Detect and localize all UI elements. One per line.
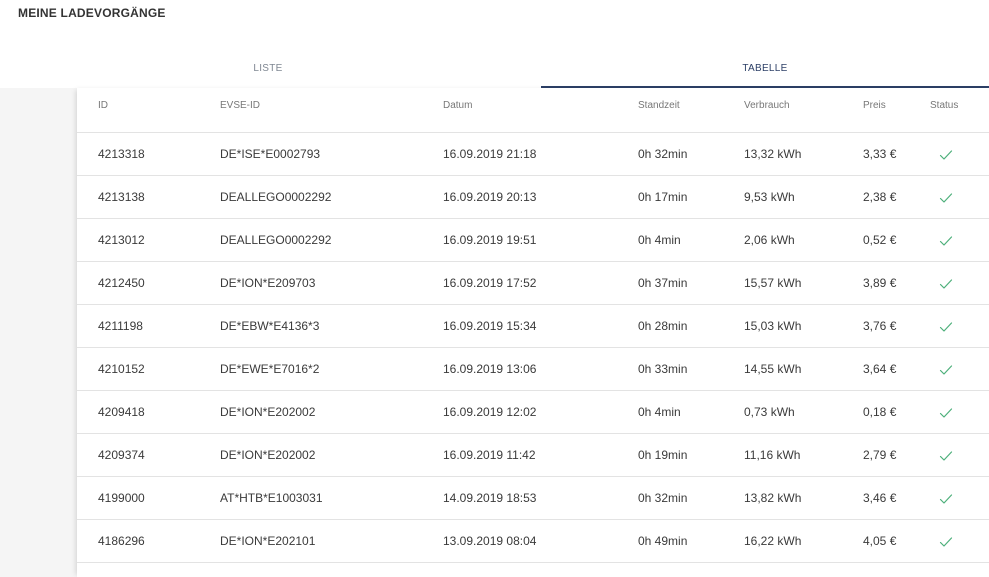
table-row[interactable]: 4213138 DEALLEGO0002292 16.09.2019 20:13 0h… <box>77 176 989 219</box>
cell-standzeit: 0h 49min <box>638 534 688 548</box>
table-row[interactable]: 4186296 DE*ION*E202101 13.09.2019 08:04 0h … <box>77 520 989 563</box>
cell-verbrauch: 2,06 kWh <box>744 233 795 247</box>
cell-datum: 16.09.2019 17:52 <box>443 276 537 290</box>
cell-id: 4209374 <box>98 448 145 462</box>
tab-liste[interactable]: LISTE <box>253 63 283 74</box>
cell-preis: 0,18 € <box>863 405 897 419</box>
cell-datum: 16.09.2019 11:42 <box>443 448 536 462</box>
cell-evse-id: DE*EWE*E7016*2 <box>220 362 320 376</box>
cell-datum: 16.09.2019 20:13 <box>443 190 537 204</box>
cell-verbrauch: 15,57 kWh <box>744 276 802 290</box>
check-icon <box>939 236 953 246</box>
cell-id: 4213012 <box>98 233 145 247</box>
cell-evse-id: AT*HTB*E1003031 <box>220 491 323 505</box>
cell-standzeit: 0h 33min <box>638 362 688 376</box>
cell-evse-id: DE*ION*E202101 <box>220 534 316 548</box>
cell-id: 4210152 <box>98 362 145 376</box>
sessions-table: ID EVSE-ID Datum Standzeit Verbrauch Pre… <box>77 88 989 577</box>
cell-evse-id: DE*ION*E202002 <box>220 405 316 419</box>
table-row[interactable]: 4211198 DE*EBW*E4136*3 16.09.2019 15:34 0h … <box>77 305 989 348</box>
cell-datum: 16.09.2019 12:02 <box>443 405 537 419</box>
cell-datum: 14.09.2019 18:53 <box>443 491 537 505</box>
cell-standzeit: 0h 17min <box>638 190 688 204</box>
table-row[interactable]: 4209418 DE*ION*E202002 16.09.2019 12:02 0h … <box>77 391 989 434</box>
cell-verbrauch: 15,03 kWh <box>744 319 802 333</box>
table-row[interactable]: 4210152 DE*EWE*E7016*2 16.09.2019 13:06 0h … <box>77 348 989 391</box>
cell-id: 4213318 <box>98 147 145 161</box>
column-header-preis[interactable]: Preis <box>863 100 886 111</box>
check-icon <box>939 322 953 332</box>
column-header-standzeit[interactable]: Standzeit <box>638 100 680 111</box>
cell-verbrauch: 16,22 kWh <box>744 534 802 548</box>
table-row[interactable]: 4213012 DEALLEGO0002292 16.09.2019 19:51 0h… <box>77 219 989 262</box>
cell-evse-id: DE*EBW*E4136*3 <box>220 319 320 333</box>
cell-verbrauch: 14,55 kWh <box>744 362 802 376</box>
left-gutter <box>0 88 77 577</box>
cell-datum: 16.09.2019 21:18 <box>443 147 537 161</box>
cell-id: 4186296 <box>98 534 145 548</box>
cell-datum: 16.09.2019 13:06 <box>443 362 537 376</box>
table-row[interactable]: 4212450 DE*ION*E209703 16.09.2019 17:52 0h … <box>77 262 989 305</box>
check-icon <box>939 408 953 418</box>
cell-datum: 13.09.2019 08:04 <box>443 534 537 548</box>
check-icon <box>939 365 953 375</box>
cell-evse-id: DEALLEGO0002292 <box>220 190 332 204</box>
view-tabs: LISTE TABELLE <box>0 52 989 89</box>
cell-standzeit: 0h 32min <box>638 491 688 505</box>
cell-standzeit: 0h 4min <box>638 405 681 419</box>
cell-verbrauch: 0,73 kWh <box>744 405 795 419</box>
cell-preis: 3,76 € <box>863 319 897 333</box>
cell-preis: 3,89 € <box>863 276 897 290</box>
cell-verbrauch: 13,32 kWh <box>744 147 802 161</box>
page-title: MEINE LADEVORGÄNGE <box>18 6 166 20</box>
cell-evse-id: DE*ISE*E0002793 <box>220 147 321 161</box>
cell-evse-id: DE*ION*E209703 <box>220 276 316 290</box>
cell-id: 4212450 <box>98 276 145 290</box>
cell-datum: 16.09.2019 15:34 <box>443 319 537 333</box>
column-header-id[interactable]: ID <box>98 100 108 111</box>
cell-standzeit: 0h 32min <box>638 147 688 161</box>
tab-tabelle[interactable]: TABELLE <box>541 52 989 88</box>
column-header-datum[interactable]: Datum <box>443 100 473 111</box>
cell-preis: 2,79 € <box>863 448 897 462</box>
table-body: 4213318 DE*ISE*E0002793 16.09.2019 21:18 0h… <box>77 133 989 563</box>
cell-preis: 3,46 € <box>863 491 897 505</box>
cell-id: 4213138 <box>98 190 145 204</box>
cell-preis: 3,64 € <box>863 362 897 376</box>
cell-preis: 3,33 € <box>863 147 897 161</box>
cell-standzeit: 0h 28min <box>638 319 688 333</box>
cell-datum: 16.09.2019 19:51 <box>443 233 537 247</box>
cell-verbrauch: 9,53 kWh <box>744 190 795 204</box>
check-icon <box>939 494 953 504</box>
table-row[interactable]: 4213318 DE*ISE*E0002793 16.09.2019 21:18 0h… <box>77 133 989 176</box>
check-icon <box>939 279 953 289</box>
cell-standzeit: 0h 4min <box>638 233 681 247</box>
cell-preis: 4,05 € <box>863 534 897 548</box>
cell-preis: 0,52 € <box>863 233 897 247</box>
cell-evse-id: DEALLEGO0002292 <box>220 233 332 247</box>
check-icon <box>939 150 953 160</box>
table-row[interactable]: 4209374 DE*ION*E202002 16.09.2019 11:42 0h … <box>77 434 989 477</box>
check-icon <box>939 537 953 547</box>
table-header: ID EVSE-ID Datum Standzeit Verbrauch Pre… <box>77 88 989 133</box>
column-header-status[interactable]: Status <box>930 100 959 111</box>
cell-id: 4209418 <box>98 405 145 419</box>
cell-id: 4199000 <box>98 491 145 505</box>
table-row[interactable]: 4199000 AT*HTB*E1003031 14.09.2019 18:53 0h… <box>77 477 989 520</box>
cell-verbrauch: 11,16 kWh <box>744 448 801 462</box>
cell-evse-id: DE*ION*E202002 <box>220 448 316 462</box>
check-icon <box>939 193 953 203</box>
cell-id: 4211198 <box>98 319 143 333</box>
column-header-verbrauch[interactable]: Verbrauch <box>744 100 790 111</box>
cell-preis: 2,38 € <box>863 190 897 204</box>
cell-verbrauch: 13,82 kWh <box>744 491 802 505</box>
cell-standzeit: 0h 19min <box>638 448 688 462</box>
cell-standzeit: 0h 37min <box>638 276 688 290</box>
column-header-evse-id[interactable]: EVSE-ID <box>220 100 261 111</box>
check-icon <box>939 451 953 461</box>
